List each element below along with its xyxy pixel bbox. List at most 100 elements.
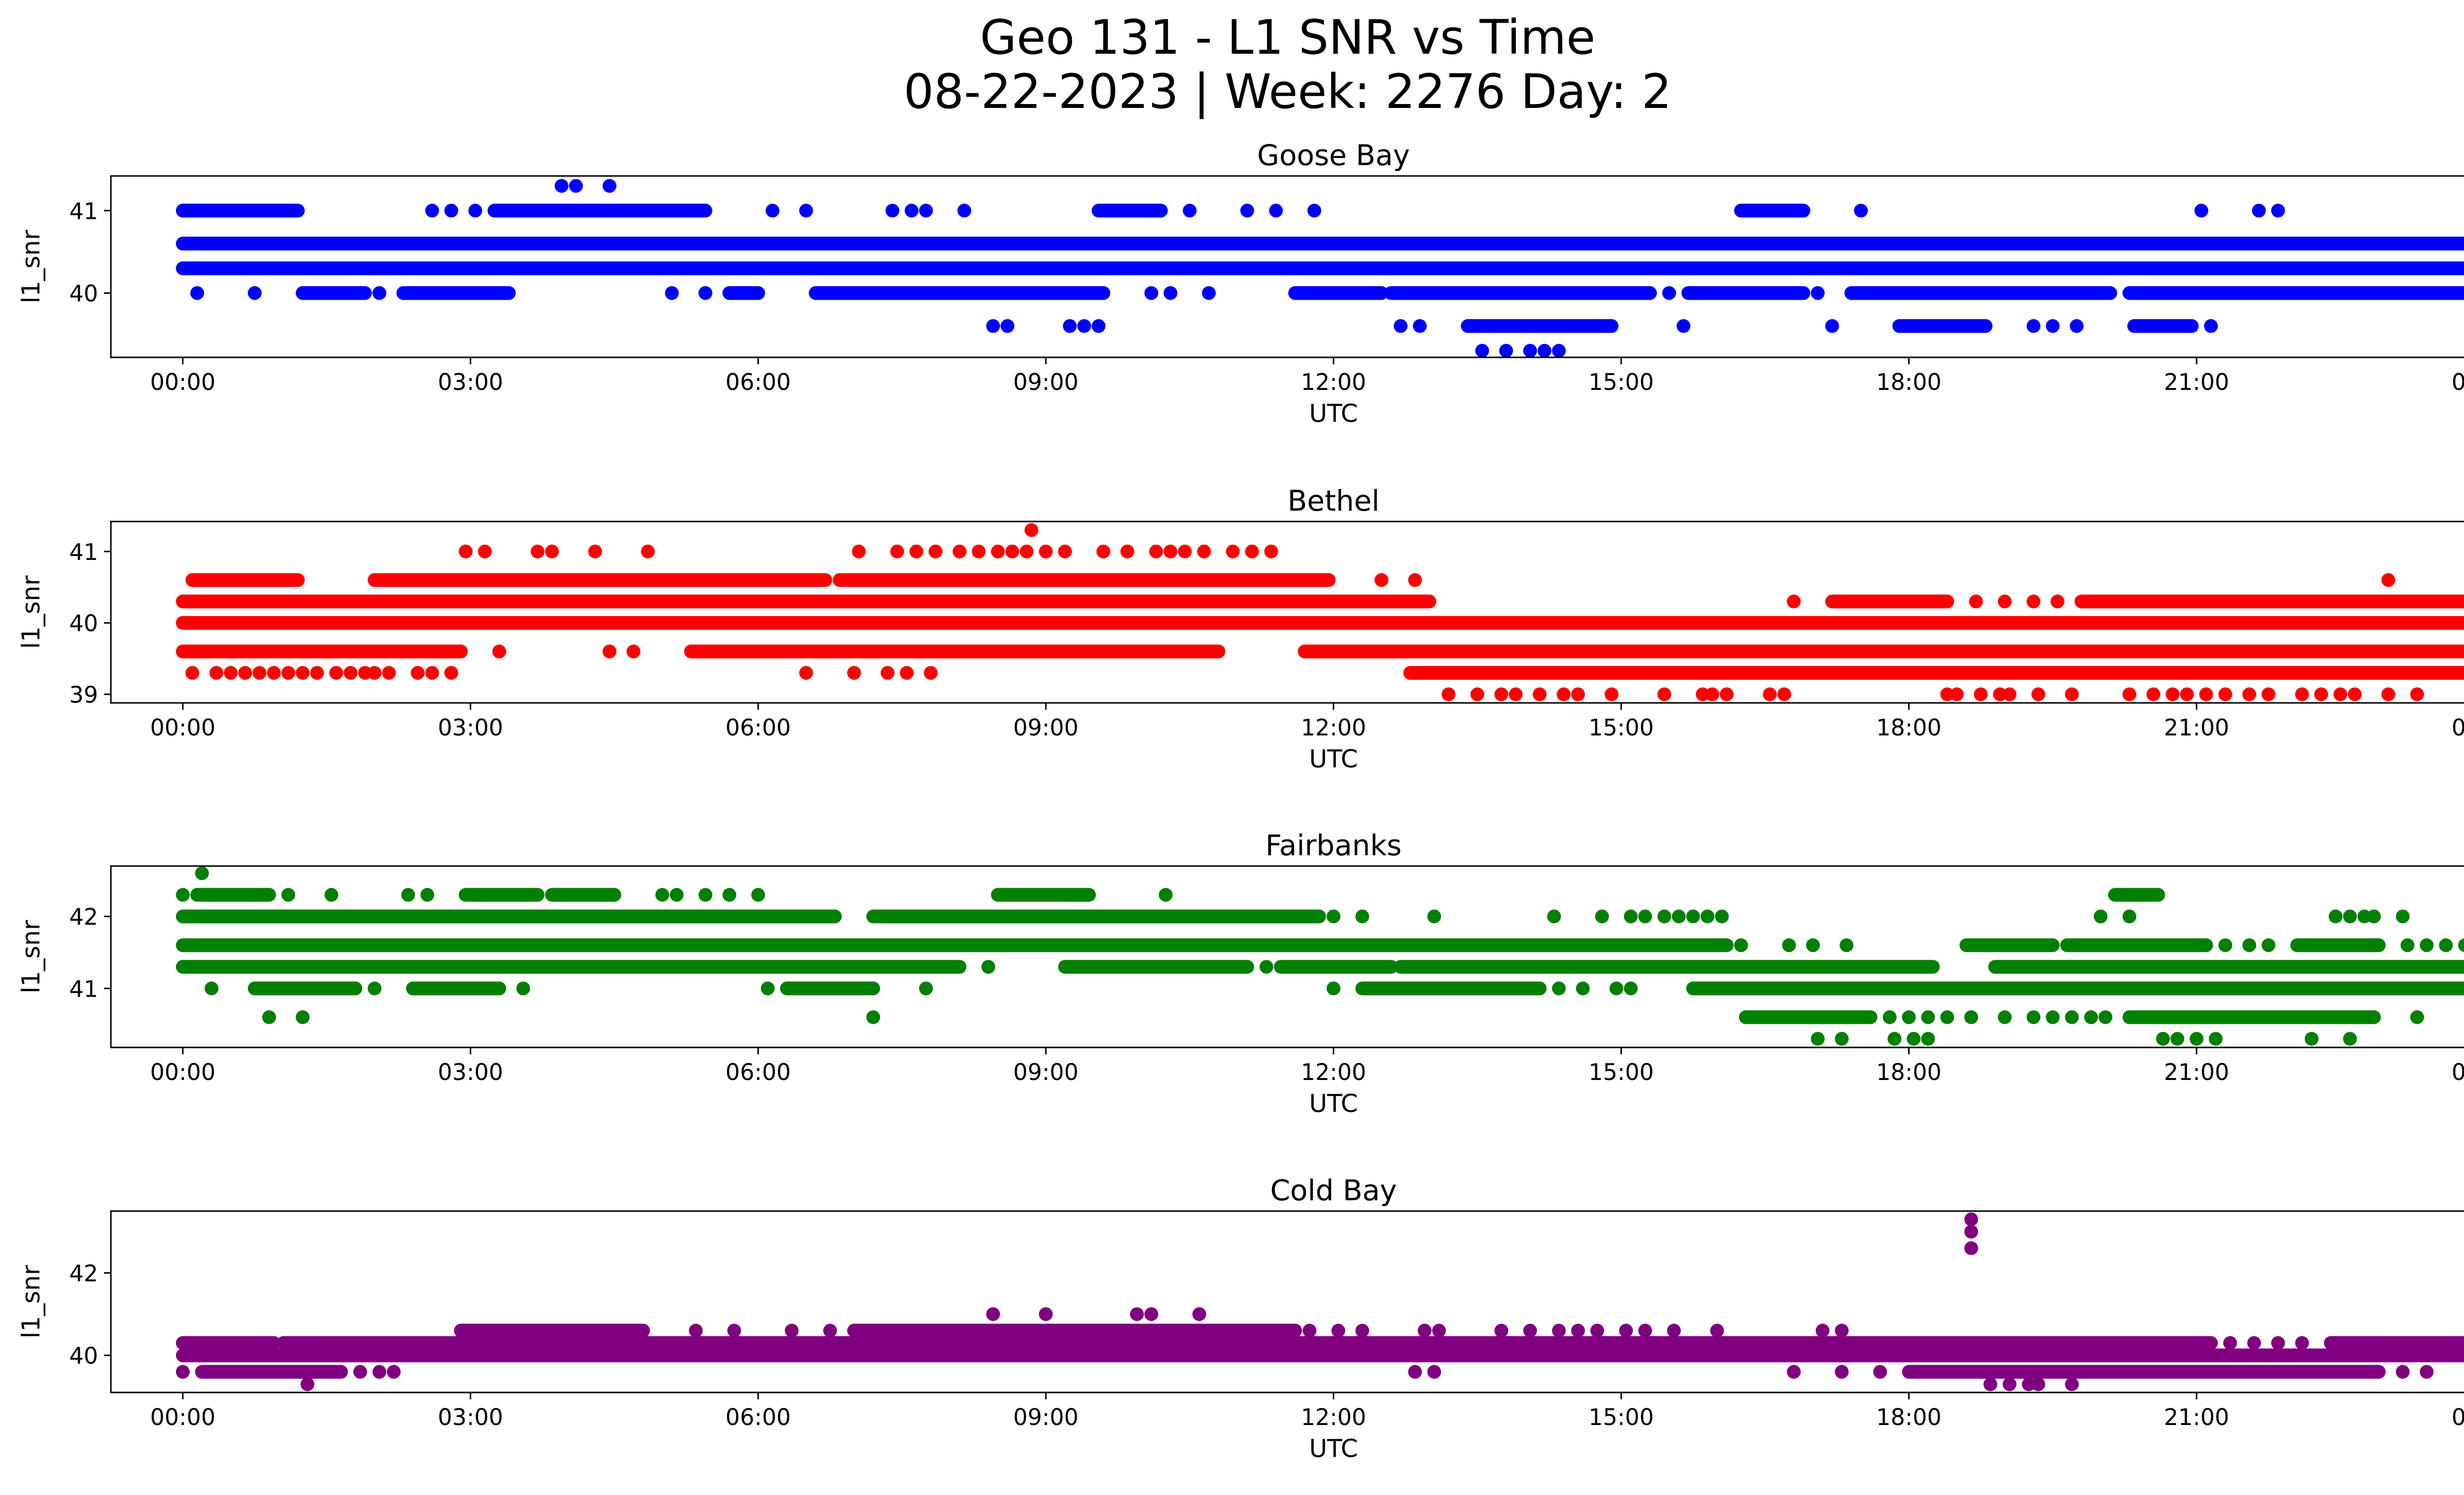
data-point [1811, 286, 1825, 300]
data-point [387, 1365, 401, 1379]
x-tick-label: 00:00 [150, 1404, 216, 1430]
data-point [554, 179, 569, 193]
data-point [1025, 523, 1039, 537]
x-tick-label: 12:00 [1301, 369, 1367, 395]
data-point [1940, 1010, 1954, 1024]
data-point [2021, 1377, 2036, 1391]
y-axis-label: l1_snr [17, 920, 45, 993]
x-tick-label: 00:00 [2452, 714, 2464, 741]
data-point [775, 960, 789, 974]
data-point-run [1988, 960, 2464, 974]
data-point [2439, 938, 2453, 952]
data-point [420, 888, 435, 902]
data-point [1164, 286, 1178, 300]
x-tick-label: 03:00 [438, 714, 503, 741]
y-tick-label: 41 [69, 198, 98, 224]
data-point [760, 981, 775, 996]
data-point [2002, 687, 2017, 701]
data-point [430, 960, 444, 974]
panel-title: Fairbanks [1266, 829, 1402, 862]
y-tick-label: 42 [69, 904, 98, 930]
x-tick-label: 21:00 [2164, 1059, 2229, 1085]
data-point [458, 544, 473, 558]
data-point [2314, 687, 2328, 701]
data-point [890, 544, 904, 558]
data-point [2343, 909, 2357, 924]
data-point [1039, 544, 1053, 558]
data-point [2170, 1032, 2185, 1046]
data-point-run [866, 909, 1326, 924]
data-point [1441, 687, 1456, 701]
data-point [1226, 544, 1240, 558]
data-point [1657, 909, 1672, 924]
data-point [2252, 204, 2266, 218]
x-tick-label: 06:00 [725, 1059, 791, 1085]
data-point [478, 544, 492, 558]
data-point [1734, 938, 1748, 952]
data-point [1840, 938, 1854, 952]
data-point [1120, 544, 1134, 558]
data-point [175, 1365, 190, 1379]
data-point [1394, 319, 1408, 333]
data-point [324, 888, 339, 902]
data-point-run [2324, 1336, 2464, 1350]
data-point [1964, 1224, 1979, 1239]
data-point [2223, 1336, 2237, 1350]
data-point-run [406, 981, 507, 996]
data-point [281, 666, 295, 680]
data-point [516, 981, 530, 996]
data-point [1159, 888, 1173, 902]
x-tick-label: 03:00 [438, 369, 503, 395]
data-point [2156, 1032, 2170, 1046]
data-point [296, 1010, 310, 1024]
data-point [300, 1377, 314, 1391]
x-tick-label: 18:00 [1876, 1404, 1942, 1430]
data-point [1533, 687, 1547, 701]
data-point [2261, 687, 2276, 701]
data-point [2209, 1032, 2223, 1046]
y-axis-label: l1_snr [17, 230, 45, 303]
data-point [1508, 687, 1523, 701]
x-tick-label: 15:00 [1588, 714, 1654, 741]
data-point [2046, 1010, 2060, 1024]
data-point [195, 866, 209, 880]
data-point [185, 666, 200, 680]
data-point [670, 888, 684, 902]
data-point [1302, 1323, 1317, 1338]
y-tick-label: 41 [69, 975, 98, 1002]
data-point-run [2060, 938, 2213, 952]
data-point [2026, 594, 2041, 609]
data-point [847, 666, 861, 680]
data-point [602, 644, 616, 659]
data-point [1638, 1323, 1652, 1338]
data-point-run [847, 1323, 1302, 1338]
data-point [281, 888, 295, 902]
data-point-run [175, 1348, 2464, 1362]
data-point [444, 204, 458, 218]
data-point-run [175, 644, 468, 659]
x-tick-label: 09:00 [1013, 714, 1079, 741]
data-point-run [1403, 666, 2464, 680]
x-tick-label: 00:00 [150, 369, 216, 395]
data-point [727, 1323, 741, 1338]
data-point [190, 286, 205, 300]
data-point [698, 888, 713, 902]
data-point [986, 1307, 1000, 1321]
data-point [343, 666, 358, 680]
data-point [1192, 1307, 1206, 1321]
data-point [1538, 344, 1552, 358]
data-point [2026, 319, 2041, 333]
data-point [1998, 594, 2012, 609]
data-point [2093, 909, 2108, 924]
data-point [1494, 687, 1508, 701]
data-point [358, 666, 372, 680]
data-point [1523, 344, 1537, 358]
panel-title: Goose Bay [1257, 139, 1410, 172]
x-axis-label: UTC [1309, 399, 1358, 428]
data-point [641, 544, 655, 558]
x-axis-label: UTC [1309, 745, 1358, 773]
data-point-run [175, 237, 2464, 251]
data-point [2065, 1377, 2079, 1391]
data-point [1427, 1365, 1441, 1379]
y-tick-label: 40 [69, 280, 98, 307]
